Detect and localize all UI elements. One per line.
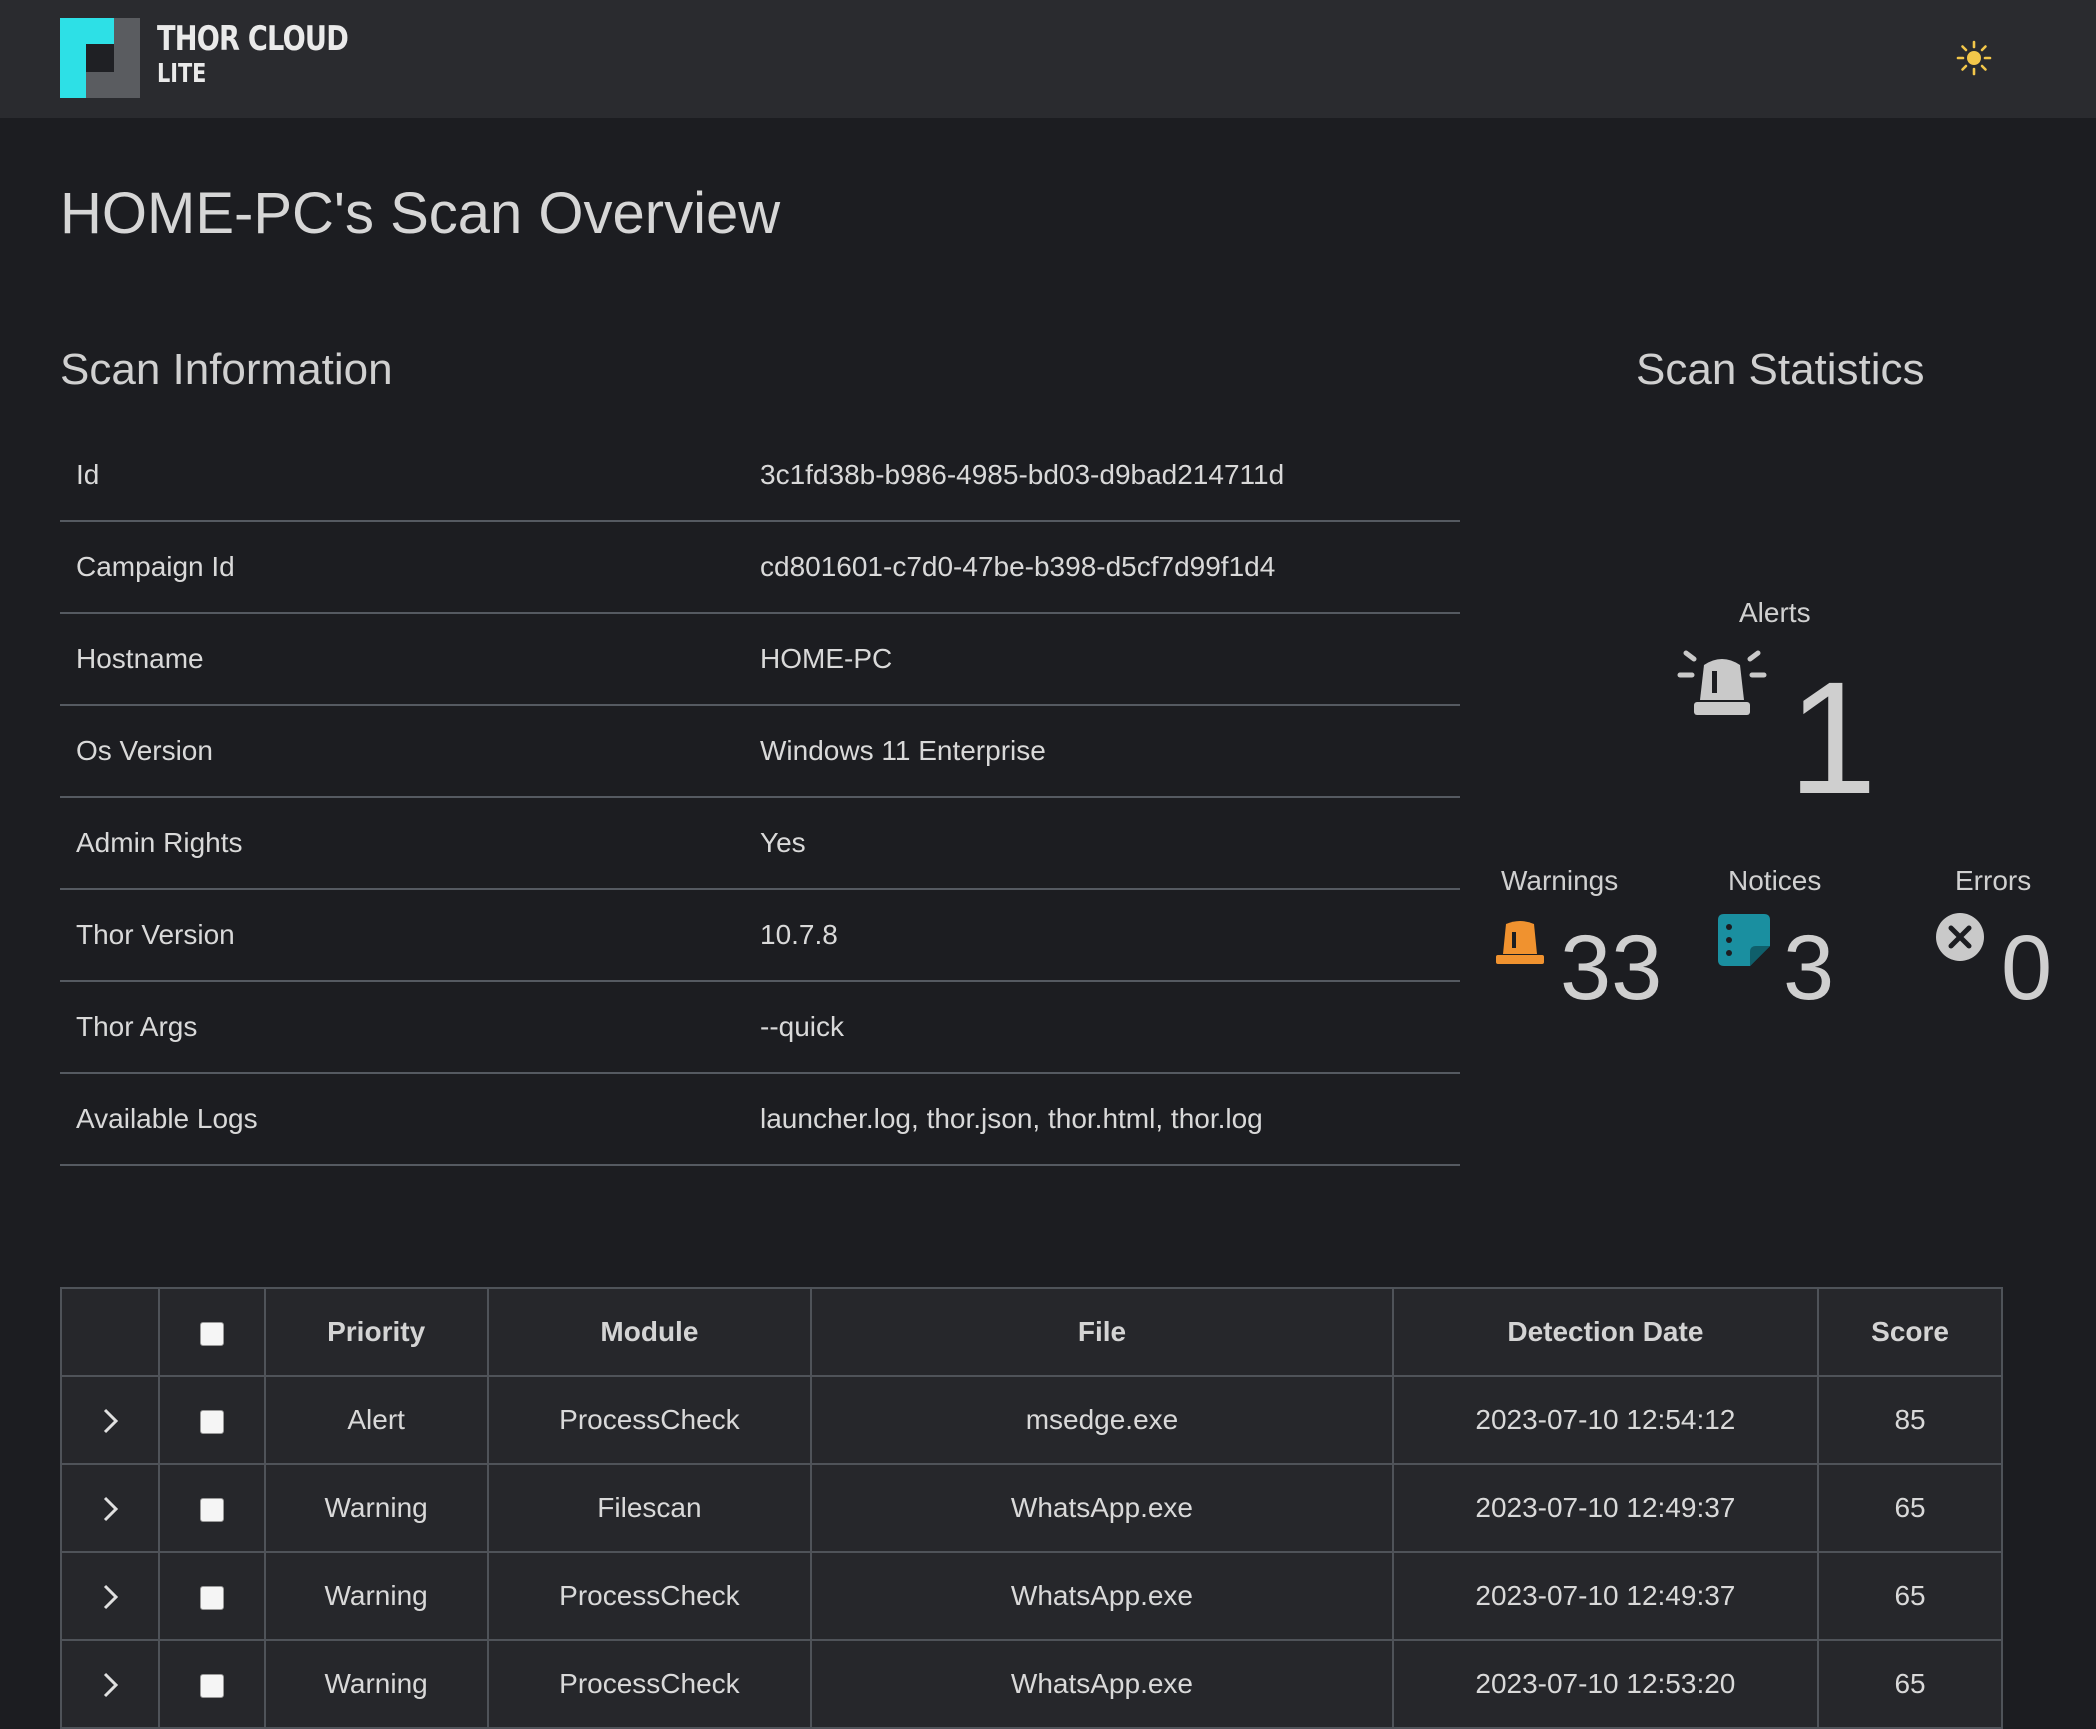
select-all-header [157,1287,266,1377]
siren-icon [1677,650,1767,715]
row-select-cell [157,1639,266,1729]
file-cell: WhatsApp.exe [810,1639,1394,1729]
info-value: Yes [744,797,1460,890]
info-value: cd801601-c7d0-47be-b398-d5cf7d99f1d4 [744,521,1460,614]
row-select-cell [157,1463,266,1553]
scan-information-title: Scan Information [60,345,393,394]
row-select-cell [157,1551,266,1641]
module-cell: Filescan [486,1463,813,1553]
module-cell: ProcessCheck [486,1551,813,1641]
info-key: Thor Version [60,889,744,982]
chevron-right-icon [103,1497,119,1522]
select-all-checkbox[interactable] [199,1321,224,1346]
top-bar: THOR CLOUD LITE [0,0,2096,118]
expand-column-header [60,1287,160,1377]
sticky-note-icon [1718,914,1770,966]
chevron-right-icon [103,1673,119,1698]
info-row-campaign-id: Campaign Id cd801601-c7d0-47be-b398-d5cf… [60,521,1460,614]
brand-subtitle: LITE [157,59,207,89]
x-circle-icon [1936,913,1984,961]
expand-button[interactable] [60,1551,160,1641]
detections-table: Priority Module File Detection Date Scor… [60,1287,2003,1729]
chevron-right-icon [103,1409,119,1434]
priority-cell: Warning [263,1551,489,1641]
info-row-thor-version: Thor Version 10.7.8 [60,889,1460,982]
info-key: Hostname [60,613,744,706]
file-cell: msedge.exe [810,1375,1394,1465]
scan-information-table: Id 3c1fd38b-b986-4985-bd03-d9bad214711d … [60,430,1460,1166]
module-cell: ProcessCheck [486,1639,813,1729]
detection-date-cell: 2023-07-10 12:49:37 [1391,1551,1820,1641]
detection-date-cell: 2023-07-10 12:49:37 [1391,1463,1820,1553]
info-row-id: Id 3c1fd38b-b986-4985-bd03-d9bad214711d [60,430,1460,522]
row-checkbox[interactable] [199,1497,224,1522]
warning-light-icon [1496,921,1544,964]
info-value: 3c1fd38b-b986-4985-bd03-d9bad214711d [744,430,1460,522]
thor-logo-icon[interactable] [60,18,140,98]
priority-cell: Alert [263,1375,489,1465]
page-title: HOME-PC's Scan Overview [60,181,781,246]
info-value: Windows 11 Enterprise [744,705,1460,798]
info-value: HOME-PC [744,613,1460,706]
brand-title: THOR CLOUD [157,19,349,59]
scan-statistics-title: Scan Statistics [1636,345,1925,394]
info-key: Available Logs [60,1073,744,1166]
alerts-count: 1 [1788,648,1877,827]
file-cell: WhatsApp.exe [810,1551,1394,1641]
expand-button[interactable] [60,1463,160,1553]
info-value: --quick [744,981,1460,1074]
info-row-admin-rights: Admin Rights Yes [60,797,1460,890]
column-header-module[interactable]: Module [486,1287,813,1377]
table-row[interactable]: Warning ProcessCheck WhatsApp.exe 2023-0… [60,1551,2003,1641]
errors-count: 0 [2001,917,2053,1019]
column-header-detection-date[interactable]: Detection Date [1391,1287,1820,1377]
chevron-right-icon [103,1585,119,1610]
row-checkbox[interactable] [199,1673,224,1698]
notices-count: 3 [1783,917,1835,1019]
score-cell: 65 [1817,1463,2003,1553]
info-key: Campaign Id [60,521,744,614]
info-row-hostname: Hostname HOME-PC [60,613,1460,706]
column-header-score[interactable]: Score [1817,1287,2003,1377]
info-row-thor-args: Thor Args --quick [60,981,1460,1074]
module-cell: ProcessCheck [486,1375,813,1465]
sun-icon[interactable] [1956,40,1992,76]
info-row-available-logs: Available Logs launcher.log, thor.json, … [60,1073,1460,1166]
info-key: Id [60,430,744,522]
priority-cell: Warning [263,1463,489,1553]
table-header-row: Priority Module File Detection Date Scor… [60,1287,2003,1377]
row-select-cell [157,1375,266,1465]
file-cell: WhatsApp.exe [810,1463,1394,1553]
info-value: launcher.log, thor.json, thor.html, thor… [744,1073,1460,1166]
row-checkbox[interactable] [199,1585,224,1610]
table-row[interactable]: Alert ProcessCheck msedge.exe 2023-07-10… [60,1375,2003,1465]
info-key: Thor Args [60,981,744,1074]
warnings-count: 33 [1560,917,1663,1019]
score-cell: 65 [1817,1639,2003,1729]
detection-date-cell: 2023-07-10 12:54:12 [1391,1375,1820,1465]
info-key: Admin Rights [60,797,744,890]
alerts-label: Alerts [1739,597,1811,628]
expand-button[interactable] [60,1639,160,1729]
warnings-label: Warnings [1501,865,1619,896]
score-cell: 85 [1817,1375,2003,1465]
brand-name: THOR CLOUD LITE [157,18,396,88]
score-cell: 65 [1817,1551,2003,1641]
row-checkbox[interactable] [199,1409,224,1434]
table-row[interactable]: Warning Filescan WhatsApp.exe 2023-07-10… [60,1463,2003,1553]
info-row-os-version: Os Version Windows 11 Enterprise [60,705,1460,798]
detection-date-cell: 2023-07-10 12:53:20 [1391,1639,1820,1729]
errors-label: Errors [1955,865,2032,896]
info-value: 10.7.8 [744,889,1460,982]
column-header-file[interactable]: File [810,1287,1394,1377]
expand-button[interactable] [60,1375,160,1465]
table-row[interactable]: Warning ProcessCheck WhatsApp.exe 2023-0… [60,1639,2003,1729]
info-key: Os Version [60,705,744,798]
notices-label: Notices [1728,865,1822,896]
priority-cell: Warning [263,1639,489,1729]
column-header-priority[interactable]: Priority [263,1287,489,1377]
